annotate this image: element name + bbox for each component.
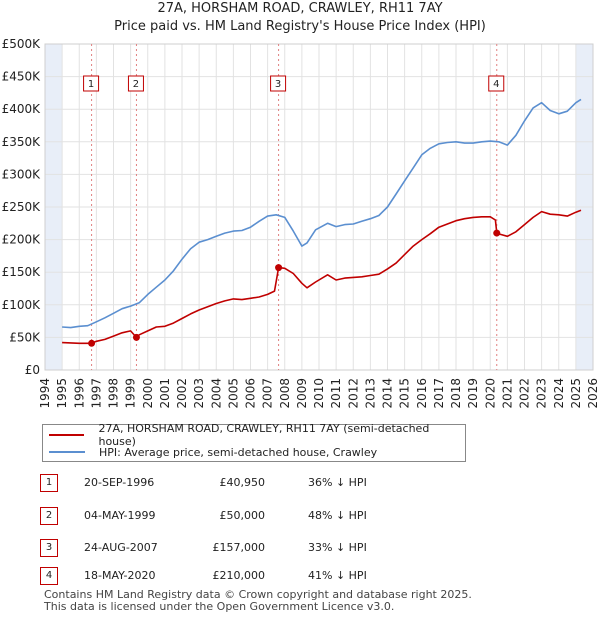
- transaction-marker-label: 3: [275, 79, 281, 90]
- transaction-point: [493, 229, 501, 237]
- y-tick-label: £450K: [2, 70, 42, 84]
- transaction-marker-box: [83, 75, 100, 92]
- transaction-number-badge: 1: [40, 474, 58, 492]
- x-tick-label: 2007: [261, 378, 275, 409]
- transaction-point: [132, 333, 140, 341]
- x-tick-label: 2001: [158, 378, 172, 409]
- transaction-marker-box: [127, 75, 144, 92]
- transaction-marker-label: 1: [88, 79, 94, 90]
- transaction-hpi-diff: 33% ↓ HPI: [308, 541, 367, 554]
- transaction-marker-box: [488, 75, 505, 92]
- y-tick-label: £100K: [2, 298, 42, 312]
- transaction-marker-label: 4: [493, 79, 499, 90]
- x-tick-label: 2000: [141, 378, 155, 409]
- x-tick-label: 2002: [175, 378, 189, 409]
- transaction-hpi-diff: 36% ↓ HPI: [308, 476, 367, 489]
- x-tick-label: 2017: [432, 378, 446, 409]
- y-tick-label: £350K: [2, 135, 42, 149]
- x-tick-label: 2019: [466, 378, 480, 409]
- x-tick-label: 2022: [518, 378, 532, 409]
- x-tick-label: 2006: [244, 378, 258, 409]
- x-tick-label: 2023: [535, 378, 549, 409]
- price-chart: £0 £50K £100K £150K £200K £250K £300K £350K £400…: [2, 37, 600, 409]
- y-tick-label: £250K: [2, 200, 42, 214]
- x-tick-label: 2010: [312, 378, 326, 409]
- table-row: 3 24-AUG-2007 £157,000 33% ↓ HPI: [40, 539, 480, 559]
- x-tick-label: 2004: [209, 378, 223, 409]
- transaction-point: [275, 264, 283, 272]
- plot-frame: [44, 43, 594, 371]
- transaction-price: £50,000: [219, 509, 266, 522]
- legend: 27A, HORSHAM ROAD, CRAWLEY, RH11 7AY (se…: [42, 422, 466, 462]
- table-row: 4 18-MAY-2020 £210,000 41% ↓ HPI: [40, 567, 480, 587]
- x-tick-label: 1998: [107, 378, 121, 409]
- x-tick-label: 2024: [552, 378, 566, 409]
- x-tick-label: 2020: [483, 378, 497, 409]
- transaction-price: £40,950: [219, 476, 266, 489]
- x-tick-label: 2003: [192, 378, 206, 409]
- x-tick-label: 2018: [449, 378, 463, 409]
- transaction-point: [88, 339, 96, 347]
- x-tick-label: 2013: [363, 378, 377, 409]
- x-tick-label: 2012: [346, 378, 360, 409]
- y-tick-label: £400K: [2, 102, 42, 116]
- footer-line-licence: This data is licensed under the Open Gov…: [44, 600, 395, 613]
- legend-item-hpi: HPI: Average price, semi-detached house,…: [49, 444, 377, 460]
- y-tick-label: £0: [25, 363, 40, 377]
- y-tick-label: £50K: [9, 330, 41, 344]
- footer-attribution: Contains HM Land Registry data © Crown c…: [44, 589, 472, 613]
- x-tick-label: 1999: [124, 378, 138, 409]
- x-tick-label: 2016: [415, 378, 429, 409]
- transaction-date: 20-SEP-1996: [84, 476, 155, 489]
- legend-item-property: 27A, HORSHAM ROAD, CRAWLEY, RH11 7AY (se…: [49, 422, 465, 448]
- chart-subtitle: Price paid vs. HM Land Registry's House …: [114, 19, 486, 34]
- y-tick-label: £500K: [2, 37, 42, 51]
- x-tick-label: 2021: [500, 378, 514, 409]
- x-tick-label: 2025: [569, 378, 583, 409]
- x-tick-label: 1997: [89, 378, 103, 409]
- transaction-number-badge: 4: [40, 567, 58, 585]
- transaction-hpi-diff: 48% ↓ HPI: [308, 509, 367, 522]
- footer-line-copyright: Contains HM Land Registry data © Crown c…: [44, 588, 472, 601]
- y-tick-label: £300K: [2, 167, 42, 181]
- transaction-number-badge: 3: [40, 539, 58, 557]
- transaction-price: £157,000: [212, 541, 266, 554]
- x-tick-label: 1995: [55, 378, 69, 409]
- transaction-marker-label: 2: [133, 79, 139, 90]
- transaction-date: 04-MAY-1999: [84, 509, 156, 522]
- legend-label-hpi: HPI: Average price, semi-detached house,…: [99, 445, 378, 459]
- series-line-property: [62, 209, 582, 345]
- x-tick-label: 2005: [226, 378, 240, 409]
- x-tick-label: 1996: [72, 378, 86, 409]
- x-tick-label: 2011: [329, 378, 343, 409]
- legend-line-property: [49, 434, 85, 436]
- transaction-hpi-diff: 41% ↓ HPI: [308, 569, 367, 582]
- legend-label-property: 27A, HORSHAM ROAD, CRAWLEY, RH11 7AY (se…: [98, 422, 430, 448]
- x-tick-label: 2026: [586, 378, 600, 409]
- transaction-date: 18-MAY-2020: [84, 569, 156, 582]
- x-tick-label: 2009: [295, 378, 309, 409]
- series-line-hpi: [62, 98, 582, 329]
- y-tick-label: £150K: [2, 265, 42, 279]
- legend-line-hpi: [49, 451, 85, 453]
- table-row: 1 20-SEP-1996 £40,950 36% ↓ HPI: [40, 474, 480, 494]
- transaction-price: £210,000: [212, 569, 266, 582]
- x-tick-label: 2015: [398, 378, 412, 409]
- transaction-date: 24-AUG-2007: [84, 541, 158, 554]
- x-tick-label: 2008: [278, 378, 292, 409]
- table-row: 2 04-MAY-1999 £50,000 48% ↓ HPI: [40, 507, 480, 527]
- transaction-number-badge: 2: [40, 507, 58, 525]
- transaction-marker-box: [270, 75, 287, 92]
- x-tick-label: 1994: [38, 378, 52, 409]
- x-tick-label: 2014: [381, 378, 395, 409]
- chart-title: 27A, HORSHAM ROAD, CRAWLEY, RH11 7AY: [157, 1, 443, 16]
- y-tick-label: £200K: [2, 233, 42, 247]
